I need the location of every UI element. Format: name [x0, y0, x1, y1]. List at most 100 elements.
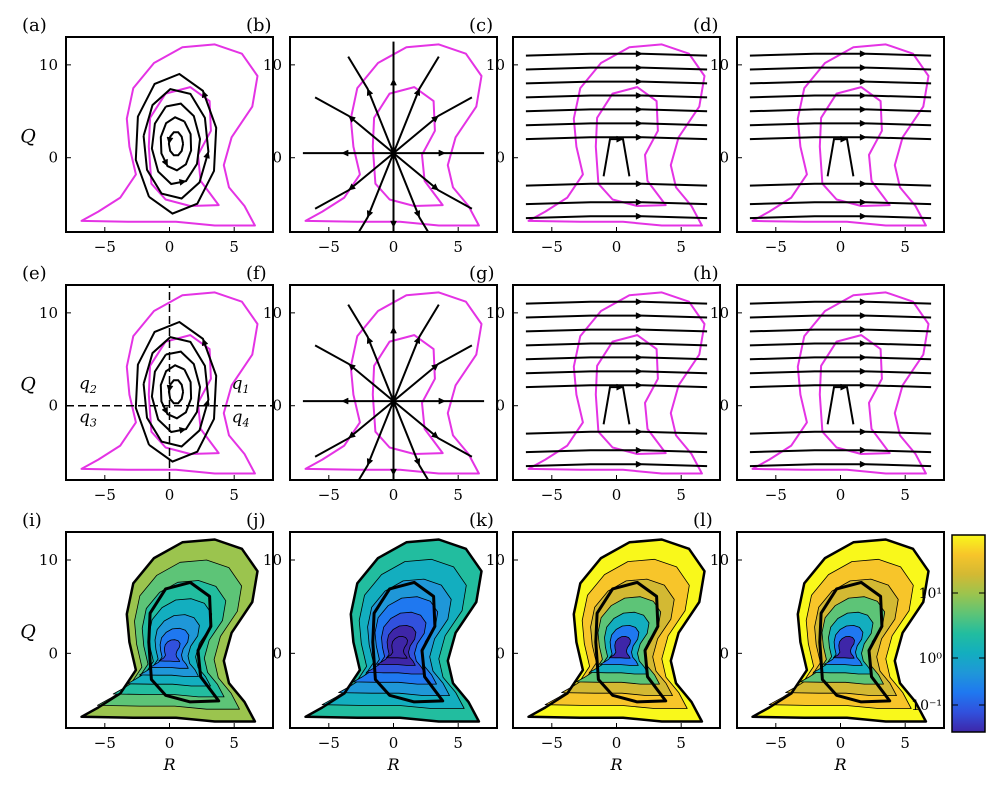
panel-label: (b) — [246, 15, 272, 36]
x-tick-label: −5 — [94, 734, 116, 752]
streamline-arrow — [438, 397, 446, 405]
streamline-arrow — [859, 212, 867, 220]
streamline-arrow — [431, 431, 439, 439]
x-tick-label: 5 — [676, 238, 686, 256]
x-tick-label: 0 — [165, 734, 175, 752]
panel-h: (h) −5 0 5 10 0 — [693, 263, 945, 504]
streamline-arrow — [635, 428, 643, 436]
streamline — [525, 314, 708, 319]
x-tick-label: 0 — [836, 486, 846, 504]
streamline — [525, 449, 708, 454]
streamline — [525, 342, 708, 347]
streamline-arrow — [178, 426, 187, 434]
streamline-arrow — [166, 136, 174, 145]
streamline-arrow — [859, 64, 867, 72]
streamline — [826, 386, 855, 425]
y-tick-label: 10 — [486, 56, 505, 74]
y-tick-label: 0 — [495, 149, 505, 167]
streamline — [749, 182, 932, 187]
x-tick-label: 5 — [453, 486, 463, 504]
outer-boundary — [527, 538, 706, 723]
streamline-arrow — [840, 383, 848, 391]
streamline-arrow — [635, 460, 643, 468]
streamline — [525, 94, 708, 99]
panel-label: (d) — [693, 15, 719, 36]
streamline — [749, 300, 932, 305]
streamline — [749, 430, 932, 435]
x-tick-label: −5 — [318, 486, 340, 504]
streamline-arrow — [635, 298, 643, 306]
panel-label: (l) — [693, 510, 713, 531]
x-axis-label: R — [162, 755, 175, 774]
x-axis-label: R — [833, 755, 846, 774]
y-tick-label: 0 — [495, 397, 505, 415]
streamline — [749, 314, 932, 319]
streamline — [749, 122, 932, 127]
colorbar-tick-label: 10⁻¹ — [911, 698, 942, 714]
outer-boundary — [80, 538, 259, 723]
streamline — [749, 370, 932, 375]
outer-boundary — [751, 291, 930, 475]
x-tick-label: −5 — [94, 486, 116, 504]
streamline-arrow — [859, 106, 867, 113]
streamline — [602, 138, 631, 177]
streamline-arrow — [366, 210, 374, 218]
x-tick-label: 5 — [453, 734, 463, 752]
streamline-arrow — [635, 92, 643, 99]
streamline — [525, 52, 708, 57]
streamline — [602, 386, 631, 425]
streamline — [749, 52, 932, 57]
panel-c: (c) −5 0 5 10 0 — [469, 15, 721, 256]
streamline-arrow — [348, 431, 356, 439]
y-tick-label: 10 — [263, 56, 282, 74]
inner-boundary — [818, 580, 892, 704]
streamline-arrow — [366, 336, 374, 345]
streamline-arrow — [635, 354, 643, 361]
x-tick-label: 5 — [900, 734, 910, 752]
y-tick-label: 0 — [272, 149, 282, 167]
streamline-arrow — [161, 158, 168, 167]
streamline-arrow — [390, 326, 397, 334]
x-tick-label: 0 — [165, 238, 175, 256]
plot-area — [304, 538, 483, 723]
streamline-arrow — [635, 312, 643, 320]
streamline-arrow — [840, 135, 848, 143]
panel-k: (k) −5 0 5 10 0 R — [469, 510, 721, 774]
contour-level — [609, 636, 631, 659]
streamline-arrow — [341, 149, 349, 157]
plot-area — [302, 41, 485, 232]
streamline — [357, 152, 395, 232]
streamline-arrow — [635, 381, 643, 389]
x-tick-label: 5 — [900, 486, 910, 504]
y-axis-label: Q — [20, 374, 36, 396]
streamline — [749, 80, 932, 85]
x-tick-label: −5 — [94, 238, 116, 256]
x-tick-label: 0 — [612, 734, 622, 752]
inner-boundary — [594, 580, 668, 704]
quadrant-label-q4: q4 — [232, 407, 250, 429]
x-tick-label: 0 — [836, 734, 846, 752]
streamline-arrow — [859, 326, 867, 333]
colorbar-tick-label: 10⁰ — [919, 651, 943, 667]
streamline-arrow — [859, 354, 867, 361]
streamline-arrow — [859, 446, 867, 454]
x-tick-label: 0 — [389, 734, 399, 752]
streamline — [525, 201, 708, 206]
panel-label: (k) — [469, 510, 494, 531]
outer-boundary — [80, 291, 259, 475]
streamline-arrow — [616, 135, 624, 143]
panel-label: (c) — [469, 15, 493, 36]
streamline-arrow — [348, 115, 356, 123]
streamline — [749, 463, 932, 468]
outer-boundary — [304, 291, 483, 475]
x-tick-label: 0 — [389, 238, 399, 256]
colorbar-bar — [951, 534, 986, 733]
quadrant-label-q3: q3 — [79, 407, 97, 429]
streamline-arrow — [635, 446, 643, 454]
panel-label: (f) — [246, 263, 267, 284]
quadrant-label-q1: q1 — [232, 374, 250, 396]
inner-boundary — [594, 334, 667, 455]
